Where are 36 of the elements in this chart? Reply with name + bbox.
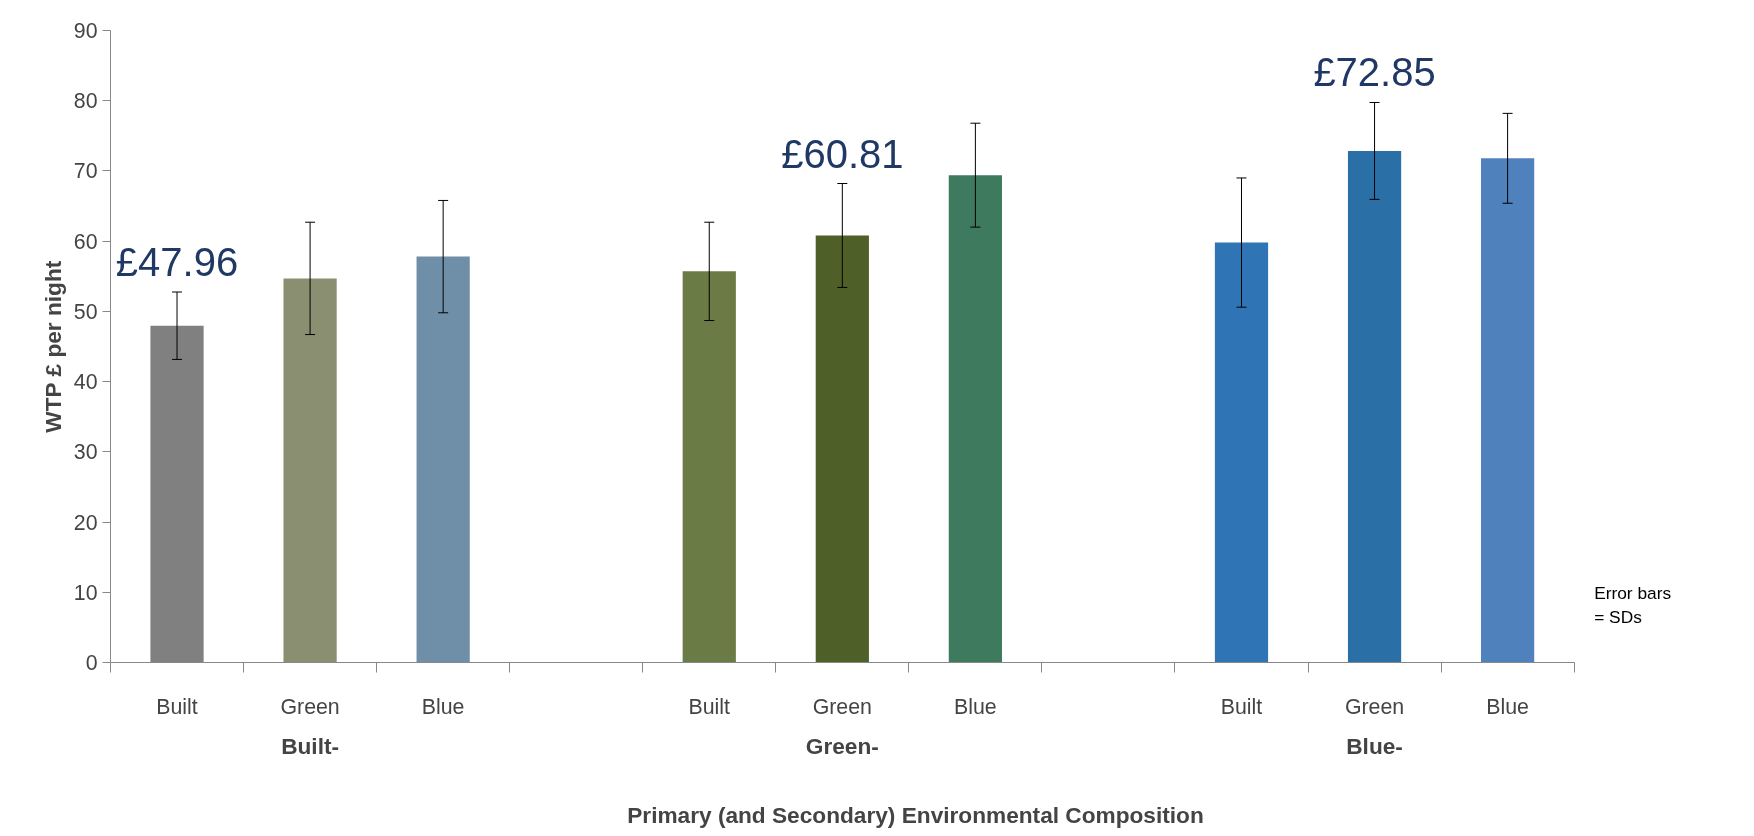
y-tick-label: 30 [73,440,98,465]
data-label: £72.85 [1313,50,1436,95]
bar [416,256,470,663]
x-tick-label: Blue [954,694,997,719]
bar [1481,158,1535,663]
bar [1347,150,1402,663]
x-tick-label: Blue [1486,694,1529,719]
x-tick-label: Blue [421,694,465,719]
y-tick-label: 20 [73,510,98,535]
bar [283,278,337,663]
data-label: £60.81 [781,131,904,176]
x-tick-label: Built [156,694,198,719]
y-tick-label: 10 [73,580,98,605]
text: Error bars = SDs [1594,583,1672,628]
text: Green- [805,732,879,759]
y-tick-label: 70 [73,159,98,184]
y-tick-label: 50 [73,299,98,324]
y-axis-title: WTP £ per night [39,260,66,433]
y-tick-label: 0 [85,651,98,675]
x-tick-label: Built [688,694,731,719]
x-tick-label: Green [812,694,872,719]
x-tick-label: Built [1220,694,1263,719]
bar [1214,242,1269,663]
x-tick-label: Green [1344,694,1405,719]
bar [682,271,736,663]
y-tick-label: 90 [73,19,98,43]
bar [815,235,869,663]
y-tick-label: 80 [73,89,98,114]
data-label: £47.96 [115,240,239,285]
text: Built- [281,732,340,759]
bar [948,175,1002,663]
y-tick-label: 40 [73,370,98,395]
text: Blue- [1346,732,1403,759]
x-axis-title: Primary (and Secondary) Environmental Composition [627,801,1204,828]
y-tick-label: 60 [73,229,98,254]
x-tick-label: Green [280,694,340,719]
